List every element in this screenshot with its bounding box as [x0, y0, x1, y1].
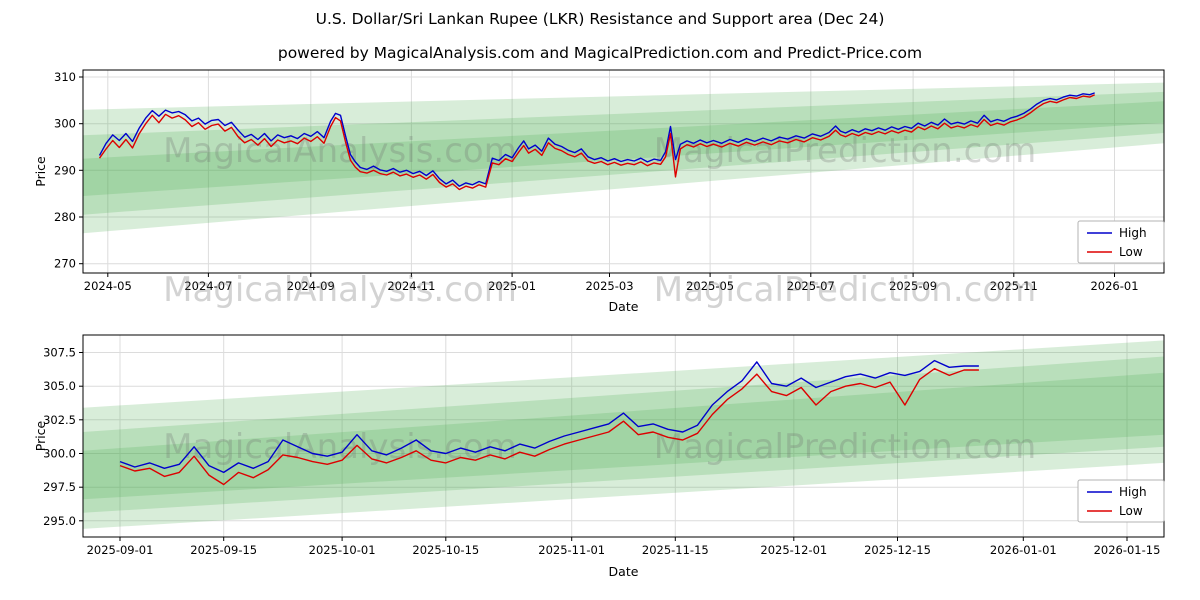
low-line	[119, 368, 979, 486]
x-tick-label: 2026-01	[1090, 279, 1138, 293]
x-tick-label: 2025-03	[585, 279, 633, 293]
high-line	[98, 92, 1095, 187]
support-resistance-band	[83, 91, 1164, 215]
legend-label-high: High	[1119, 485, 1147, 499]
support-resistance-band	[83, 101, 1164, 196]
y-tick-label: 300.0	[43, 447, 76, 461]
x-tick-label: 2025-09-01	[87, 543, 154, 557]
y-tick-label: 307.5	[43, 346, 76, 360]
x-tick-label: 2025-12-01	[760, 543, 827, 557]
page-title: U.S. Dollar/Sri Lankan Rupee (LKR) Resis…	[315, 10, 885, 28]
y-tick-label: 297.5	[43, 480, 76, 494]
x-tick-label: 2026-01-01	[990, 543, 1057, 557]
plot-border	[82, 69, 1165, 274]
x-tick-label: 2026-01-15	[1094, 543, 1161, 557]
y-axis-label: Price	[33, 420, 48, 451]
x-tick-label: 2025-01	[488, 279, 536, 293]
y-tick-label: 300	[54, 117, 76, 131]
chart-short-term: MagicalAnalysis.com MagicalPrediction.com…	[33, 334, 1165, 579]
support-resistance-band	[83, 356, 1164, 513]
y-axis-label: Price	[33, 156, 48, 187]
x-tick-label: 2024-07	[184, 279, 232, 293]
watermark-text: MagicalPrediction.com	[654, 131, 1037, 171]
x-axis-label: Date	[609, 564, 639, 579]
x-tick-label: 2025-11	[990, 279, 1038, 293]
y-tick-label: 305.0	[43, 379, 76, 393]
legend-label-low: Low	[1119, 504, 1143, 518]
y-tick-label: 290	[54, 163, 76, 177]
support-resistance-band	[83, 372, 1164, 500]
x-tick-label: 2024-05	[84, 279, 132, 293]
y-tick-label: 280	[54, 210, 76, 224]
chart-long-term: MagicalAnalysis.com MagicalPrediction.com…	[33, 69, 1165, 314]
x-tick-label: 2025-07	[787, 279, 835, 293]
watermark-text: MagicalAnalysis.com	[163, 270, 517, 310]
x-tick-label: 2024-11	[387, 279, 435, 293]
x-tick-label: 2024-09	[287, 279, 335, 293]
x-tick-label: 2025-10-15	[412, 543, 479, 557]
watermark-text: MagicalPrediction.com	[654, 270, 1037, 310]
low-line	[98, 94, 1096, 191]
y-tick-label: 270	[54, 257, 76, 271]
x-tick-label: 2025-12-15	[864, 543, 931, 557]
legend-label-high: High	[1119, 226, 1147, 240]
x-tick-label: 2025-09	[889, 279, 937, 293]
x-tick-label: 2025-05	[686, 279, 734, 293]
watermark-text: MagicalAnalysis.com	[163, 131, 517, 171]
x-tick-label: 2025-11-15	[642, 543, 709, 557]
page-subtitle: powered by MagicalAnalysis.com and Magic…	[277, 44, 923, 62]
high-line	[119, 359, 979, 474]
y-tick-label: 295.0	[43, 514, 76, 528]
x-tick-label: 2025-11-01	[538, 543, 605, 557]
watermark-text: MagicalPrediction.com	[654, 427, 1037, 467]
legend-label-low: Low	[1119, 245, 1143, 259]
y-tick-label: 310	[54, 70, 76, 84]
x-tick-label: 2025-09-15	[190, 543, 257, 557]
x-tick-label: 2025-10-01	[309, 543, 376, 557]
plot-border	[82, 334, 1165, 538]
support-resistance-band	[83, 82, 1164, 234]
x-axis-label: Date	[609, 299, 639, 314]
y-tick-label: 302.5	[43, 413, 76, 427]
